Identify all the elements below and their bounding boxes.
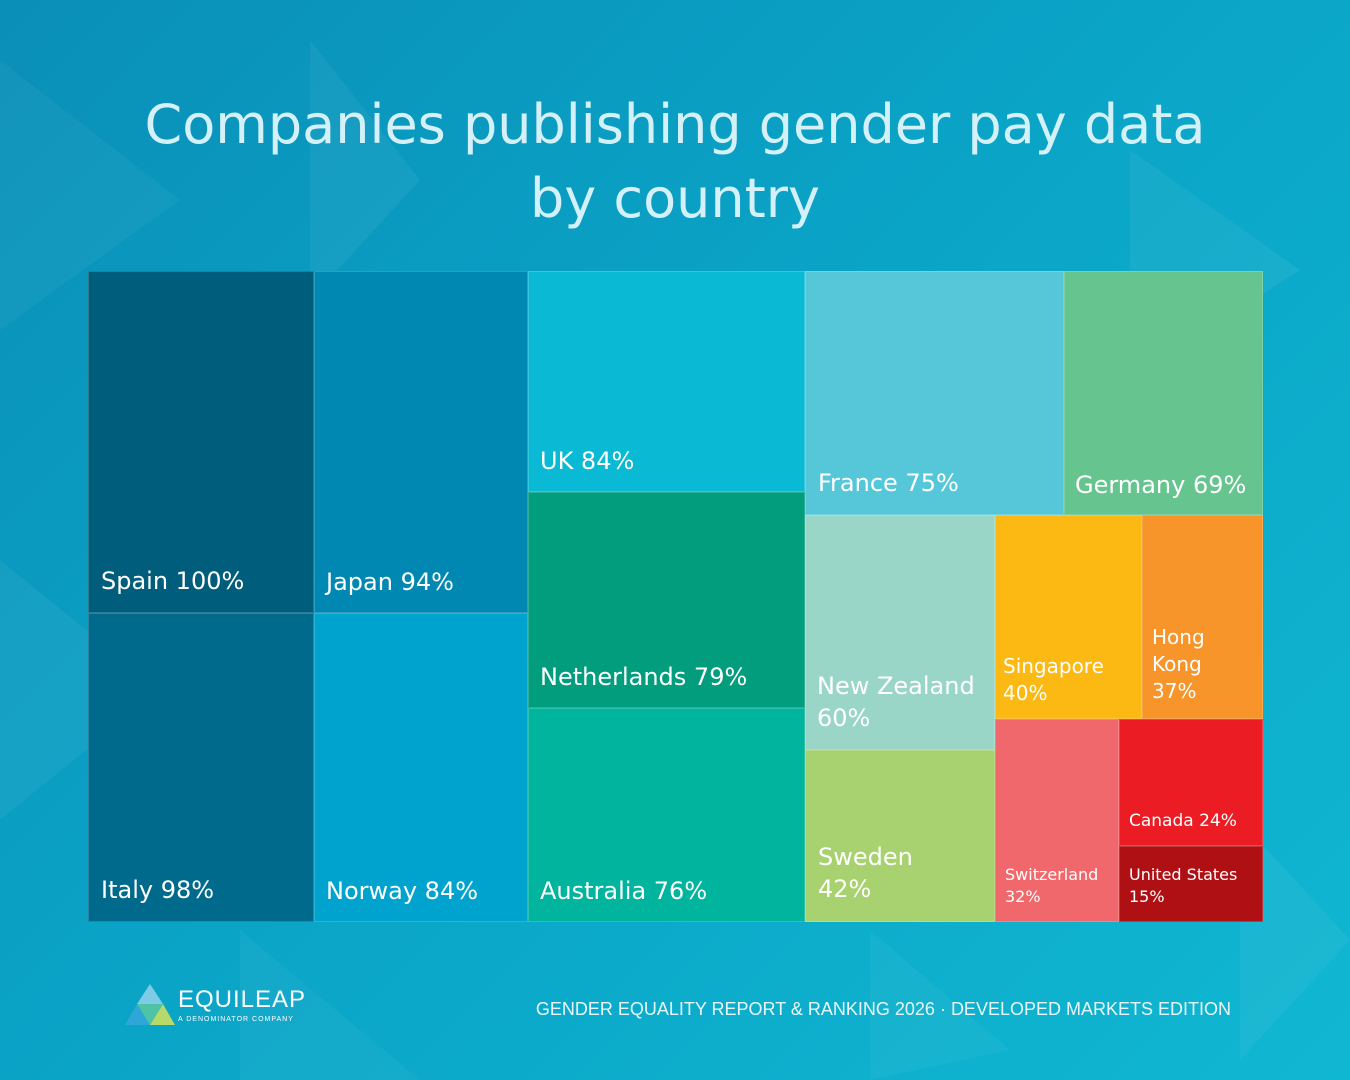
treemap-label-norway: Norway 84% xyxy=(326,876,478,906)
treemap-label-line: United States xyxy=(1129,865,1238,884)
treemap-label-france: France 75% xyxy=(818,468,959,498)
treemap-label-line: Japan 94% xyxy=(326,568,454,596)
equileap-logo-icon xyxy=(125,984,175,1025)
treemap-label-line: Canada 24% xyxy=(1129,811,1237,831)
treemap-label-spain: Spain 100% xyxy=(101,566,244,596)
logo-wordmark: EQUILEAP xyxy=(178,986,307,1013)
chart-title-line-1: Companies publishing gender pay data xyxy=(144,93,1206,156)
treemap-label-italy: Italy 98% xyxy=(101,875,214,905)
treemap-label-line: France 75% xyxy=(818,469,959,497)
treemap-label-line: 32% xyxy=(1005,887,1041,906)
treemap-label-line: 42% xyxy=(818,875,872,903)
report-footer: GENDER EQUALITY REPORT & RANKING 2026 · … xyxy=(535,999,1231,1019)
treemap-label-line: Singapore xyxy=(1003,654,1104,678)
treemap-tile-netherlands: Netherlands 79% xyxy=(528,492,805,708)
treemap-label-japan: Japan 94% xyxy=(326,567,454,597)
treemap-label-uk: UK 84% xyxy=(540,446,634,476)
treemap-tile-hong-kong: Hong Kong 37% xyxy=(1142,515,1263,719)
treemap-label-line: 60% xyxy=(817,704,871,732)
treemap-tile-italy: Italy 98% xyxy=(88,613,314,922)
treemap-tile-canada: Canada 24% xyxy=(1119,719,1263,846)
treemap-label-line: Switzerland xyxy=(1005,865,1099,884)
treemap-label-line: Hong xyxy=(1152,625,1205,649)
treemap-label-line: 37% xyxy=(1152,679,1197,703)
treemap-label-line: Spain 100% xyxy=(101,567,245,595)
treemap-label-united-states: United States 15% xyxy=(1129,864,1237,908)
treemap-label-line: Netherlands 79% xyxy=(540,663,748,691)
treemap-label-line: Germany 69% xyxy=(1075,471,1247,499)
treemap-tile-norway: Norway 84% xyxy=(314,613,528,922)
treemap-tile-united-states: United States 15% xyxy=(1119,846,1263,922)
treemap-label-line: Australia 76% xyxy=(540,877,708,905)
logo-tagline: A DENOMINATOR COMPANY xyxy=(178,1016,294,1023)
treemap-label-singapore: Singapore 40% xyxy=(1003,653,1104,707)
treemap-tile-germany: Germany 69% xyxy=(1064,271,1263,515)
chart-title: Companies publishing gender pay data by … xyxy=(75,88,1275,236)
treemap-label-canada: Canada 24% xyxy=(1129,810,1237,832)
treemap-label-line: 40% xyxy=(1003,681,1048,705)
treemap-tile-france: France 75% xyxy=(805,271,1064,515)
treemap-label-line: Sweden xyxy=(818,843,913,871)
treemap-label-hong-kong: Hong Kong 37% xyxy=(1152,624,1205,705)
treemap-tile-sweden: Sweden 42% xyxy=(805,750,995,922)
treemap-label-switzerland: Switzerland 32% xyxy=(1005,864,1098,908)
treemap-label-sweden: Sweden 42% xyxy=(818,841,913,905)
treemap-label-line: UK 84% xyxy=(540,447,635,475)
treemap-label-line: Norway 84% xyxy=(326,877,479,905)
treemap-label-line: New Zealand xyxy=(817,672,975,700)
treemap-label-line: 15% xyxy=(1129,887,1165,906)
treemap-label-line: Kong xyxy=(1152,652,1202,676)
treemap-tile-spain: Spain 100% xyxy=(88,271,314,613)
treemap-chart: Spain 100% Japan 94% Italy 98% Norway 84% UK… xyxy=(88,271,1263,922)
treemap-tile-switzerland: Switzerland 32% xyxy=(995,719,1119,922)
treemap-tile-singapore: Singapore 40% xyxy=(995,515,1142,719)
chart-title-line-2: by country xyxy=(530,167,820,230)
treemap-label-germany: Germany 69% xyxy=(1075,470,1246,500)
treemap-tile-japan: Japan 94% xyxy=(314,271,528,613)
treemap-label-line: Italy 98% xyxy=(101,876,215,904)
treemap-label-netherlands: Netherlands 79% xyxy=(540,662,747,692)
treemap-tile-uk: UK 84% xyxy=(528,271,805,492)
treemap-tile-australia: Australia 76% xyxy=(528,708,805,922)
treemap-tile-new-zealand: New Zealand 60% xyxy=(805,515,995,750)
treemap-label-australia: Australia 76% xyxy=(540,876,707,906)
treemap-label-new-zealand: New Zealand 60% xyxy=(817,670,975,734)
